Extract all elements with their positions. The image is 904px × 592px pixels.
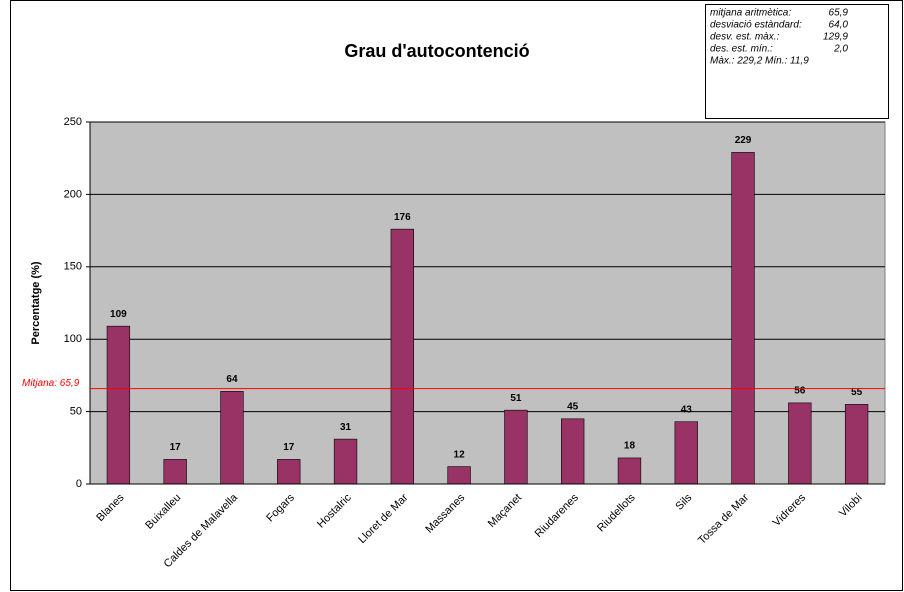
stats-value: 129,9 — [823, 32, 848, 43]
stats-extra: Màx.: 229,2 Mín.: 11,9 — [710, 56, 809, 67]
data-label: 17 — [170, 442, 182, 453]
data-label: 56 — [794, 386, 806, 397]
bar — [788, 402, 812, 485]
data-label: 51 — [510, 393, 522, 404]
bar — [447, 466, 471, 485]
bar — [731, 152, 755, 485]
y-axis-title: Percentatge (%) — [30, 261, 42, 344]
data-label: 109 — [110, 309, 127, 320]
y-tick-label: 200 — [64, 188, 82, 200]
bar — [220, 391, 244, 485]
chart-title: Grau d'autocontenció — [344, 41, 529, 61]
data-label: 43 — [681, 404, 693, 415]
bar — [163, 459, 187, 485]
bar — [106, 325, 131, 485]
data-label: 17 — [283, 442, 295, 453]
data-label: 45 — [567, 401, 579, 412]
data-label: 176 — [394, 212, 411, 223]
stats-label: desviació estàndard: — [710, 20, 802, 31]
bar — [617, 457, 642, 485]
stats-value: 65,9 — [829, 8, 849, 19]
data-label: 31 — [340, 422, 352, 433]
y-tick-label: 0 — [76, 478, 82, 490]
y-tick-label: 250 — [64, 116, 82, 128]
data-label: 64 — [226, 374, 238, 385]
data-label: 18 — [624, 441, 636, 452]
bar — [674, 421, 698, 485]
stats-box — [705, 4, 889, 119]
y-tick-label: 100 — [64, 333, 82, 345]
data-label: 229 — [735, 135, 752, 146]
stats-value: 64,0 — [829, 20, 849, 31]
bar — [333, 438, 358, 485]
stats-value: 2,0 — [833, 44, 848, 55]
bar — [844, 404, 869, 485]
plot-area — [89, 121, 886, 485]
data-label: 12 — [454, 449, 466, 460]
bar — [277, 459, 301, 485]
bar — [504, 409, 528, 485]
y-tick-label: 150 — [64, 261, 82, 273]
stats-label: des. est. mín.: — [710, 44, 773, 55]
mean-label: Mitjana: 65,9 — [22, 378, 80, 389]
stats-label: mitjana aritmètica: — [710, 8, 791, 19]
bar — [390, 228, 414, 485]
data-label: 55 — [851, 387, 863, 398]
y-tick-label: 50 — [70, 406, 82, 418]
stats-label: desv. est. màx.: — [710, 32, 780, 43]
bar — [561, 418, 585, 485]
